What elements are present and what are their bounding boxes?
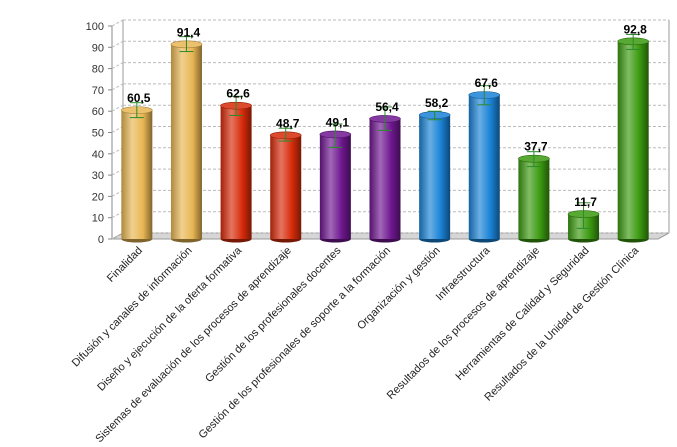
y-tick-label: 70: [92, 85, 104, 97]
bar: [617, 37, 649, 243]
bar-body: [468, 95, 500, 240]
x-tick-label: Organización y gestión: [355, 245, 443, 333]
bar: [220, 101, 252, 243]
bar: [468, 91, 501, 243]
data-label: 11,7: [574, 195, 597, 209]
bar-body: [369, 118, 401, 239]
y-axis: 0 10 20 30 40 50 60 70 80 90 100: [86, 21, 112, 246]
gridline-diagonal: [111, 168, 124, 176]
gridline-diagonal: [111, 83, 124, 91]
bar: [418, 111, 451, 243]
bar-body: [518, 158, 550, 239]
y-tick-label: 0: [98, 234, 104, 246]
gridline-diagonal: [111, 19, 124, 27]
data-label: 91,4: [177, 25, 201, 39]
y-tick-label: 60: [92, 106, 104, 118]
data-label: 92,8: [624, 22, 648, 36]
y-tick-label: 50: [92, 128, 104, 140]
error-bar: [328, 123, 343, 148]
y-tick-label: 90: [92, 42, 104, 54]
data-label: 48,7: [276, 116, 300, 130]
data-labels: 60,5 91,4 62,6 48,7 49,1 56,4 58,2 67,6 37,7 11,7…: [127, 22, 647, 209]
data-label: 67,6: [475, 76, 499, 90]
y-tick-label: 40: [92, 149, 104, 161]
bar: [170, 40, 203, 243]
error-bar: [427, 110, 442, 121]
gridline-diagonal: [111, 40, 124, 48]
x-tick-label: Gestión de los profesionales de soporte …: [197, 245, 394, 442]
data-label: 62,6: [226, 87, 250, 101]
bar-body: [319, 134, 351, 239]
error-bar: [576, 202, 591, 229]
gridline-diagonal: [111, 62, 124, 70]
gridline-diagonal: [111, 232, 124, 240]
gridline-diagonal: [111, 189, 124, 197]
data-label: 37,7: [524, 140, 548, 154]
bar: [319, 130, 352, 243]
bars: [121, 37, 649, 243]
error-bar: [179, 36, 194, 53]
error-bar: [129, 102, 144, 119]
bar: [121, 106, 153, 243]
y-tick-label: 30: [92, 170, 104, 182]
error-bar: [626, 34, 641, 50]
data-label: 60,5: [127, 91, 151, 105]
bar-body: [121, 110, 153, 239]
error-bar: [526, 151, 541, 168]
gridline-diagonal: [111, 147, 124, 155]
y-tick-label: 10: [92, 213, 104, 225]
data-label: 58,2: [425, 96, 449, 110]
bar-body: [419, 115, 451, 239]
data-label: 56,4: [375, 100, 399, 114]
bar-body: [270, 135, 302, 239]
y-tick-label: 20: [92, 191, 104, 203]
error-bar: [477, 85, 492, 106]
error-bar: [229, 95, 244, 116]
gridline-diagonal: [111, 211, 124, 219]
bar-body: [220, 105, 252, 239]
error-bar: [378, 106, 392, 131]
gridline-diagonal: [111, 126, 124, 133]
y-tick-label: 100: [86, 21, 104, 33]
bar: [369, 115, 401, 243]
bar-body: [617, 41, 649, 239]
error-bars: [129, 34, 641, 229]
data-label: 49,1: [326, 115, 350, 129]
bar: [518, 154, 550, 243]
x-tick-label: Finalidad: [105, 245, 145, 285]
bar-body: [170, 44, 202, 240]
gridline-diagonal: [111, 104, 124, 112]
y-tick-label: 80: [92, 64, 104, 76]
error-bar: [278, 127, 293, 142]
bar: [269, 131, 302, 243]
